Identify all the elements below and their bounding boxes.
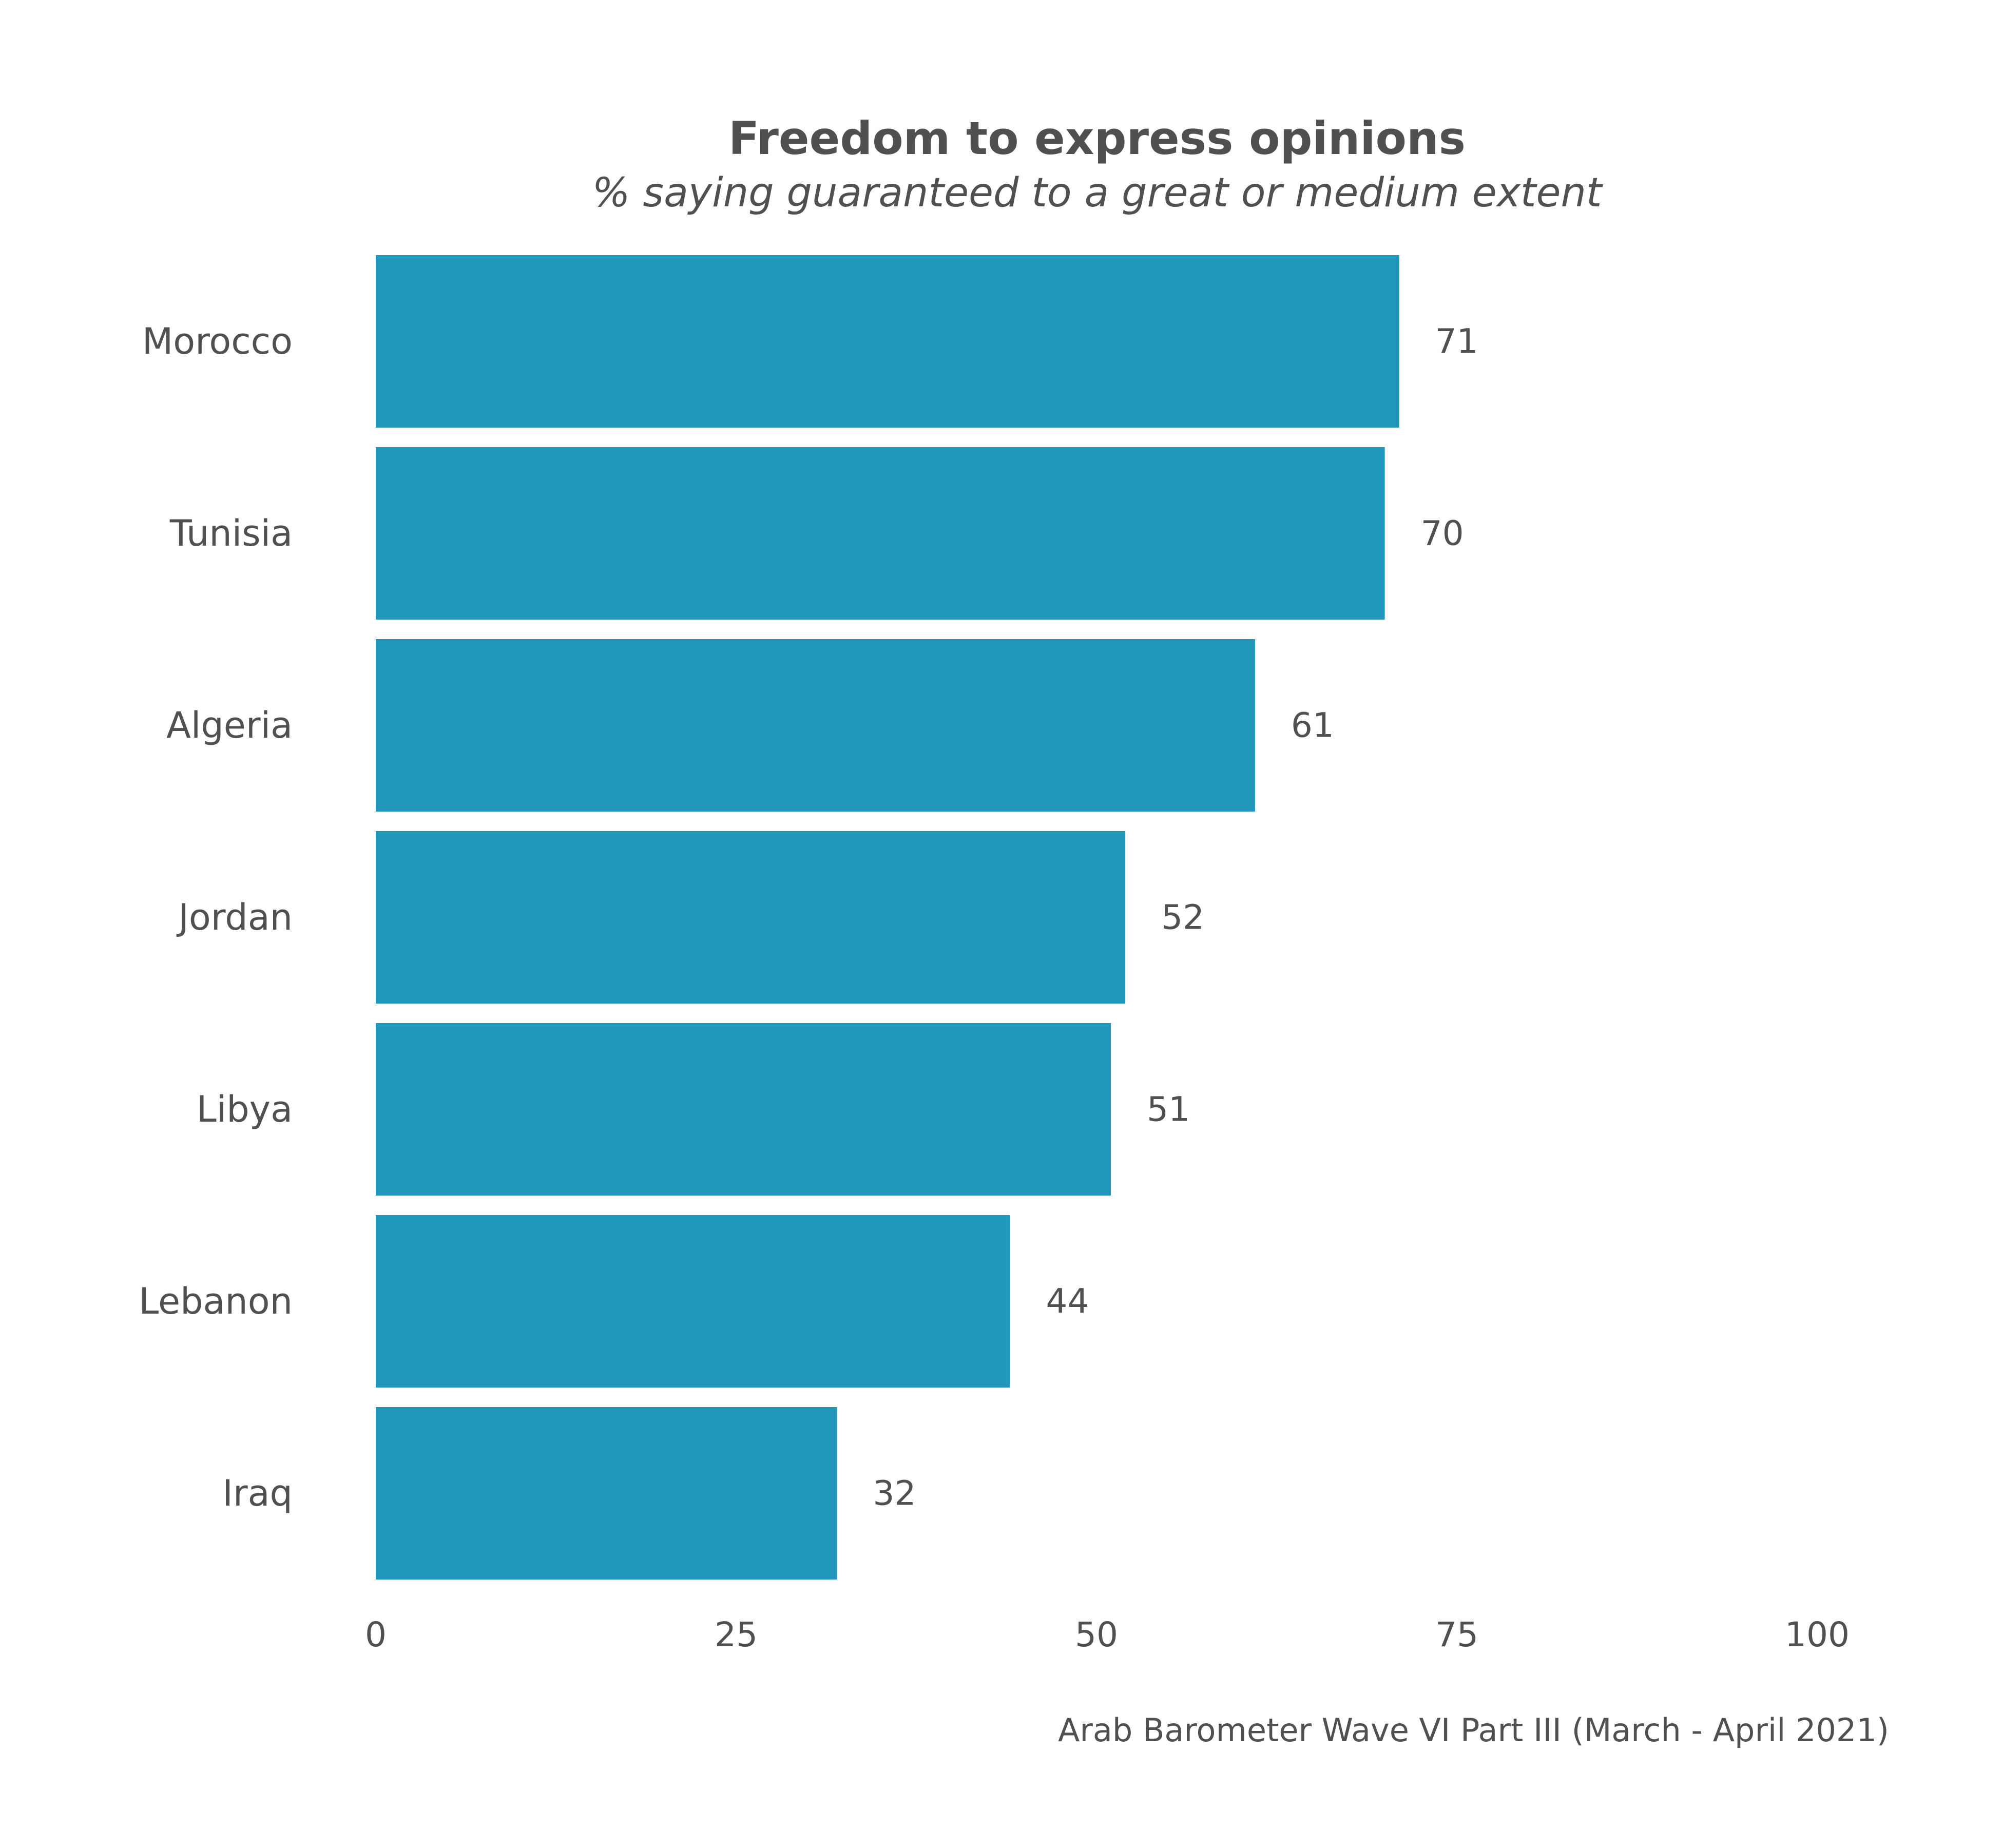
category-label-lebanon: Lebanon (139, 1280, 293, 1322)
value-label-iraq: 32 (873, 1474, 916, 1513)
value-label-tunisia: 70 (1421, 514, 1464, 553)
value-labels: 71 70 61 52 51 44 32 (873, 322, 1478, 1513)
x-axis-ticks: 0 25 50 75 100 (365, 1615, 1850, 1654)
value-label-lebanon: 44 (1046, 1282, 1089, 1321)
bar-libya (376, 1023, 1111, 1196)
category-label-jordan: Jordan (176, 896, 293, 938)
category-labels: Morocco Tunisia Algeria Jordan Libya Lebanon I… (139, 320, 293, 1514)
x-tick-label-75: 75 (1435, 1615, 1478, 1654)
chart-caption: Arab Barometer Wave VI Part III (March -… (1058, 1711, 1889, 1749)
value-label-libya: 51 (1147, 1090, 1190, 1129)
x-tick-label-100: 100 (1785, 1615, 1850, 1654)
category-label-iraq: Iraq (222, 1472, 293, 1514)
value-label-algeria: 61 (1291, 706, 1334, 745)
bar-iraq (376, 1407, 837, 1580)
category-label-tunisia: Tunisia (169, 512, 293, 554)
x-tick-label-0: 0 (365, 1615, 387, 1654)
bar-tunisia (376, 447, 1385, 620)
category-label-algeria: Algeria (166, 704, 293, 746)
x-tick-label-25: 25 (715, 1615, 758, 1654)
bars-layer (376, 255, 1399, 1580)
chart-title: Freedom to express opinions (728, 112, 1466, 165)
value-label-jordan: 52 (1161, 898, 1204, 937)
bar-jordan (376, 831, 1126, 1004)
value-label-morocco: 71 (1435, 322, 1478, 361)
bar-algeria (376, 639, 1255, 812)
chart-subtitle: % saying guaranteed to a great or medium… (592, 170, 1603, 216)
category-label-morocco: Morocco (142, 320, 293, 362)
x-tick-label-50: 50 (1075, 1615, 1118, 1654)
category-label-libya: Libya (197, 1088, 293, 1130)
bar-lebanon (376, 1215, 1010, 1388)
bar-morocco (376, 255, 1399, 428)
